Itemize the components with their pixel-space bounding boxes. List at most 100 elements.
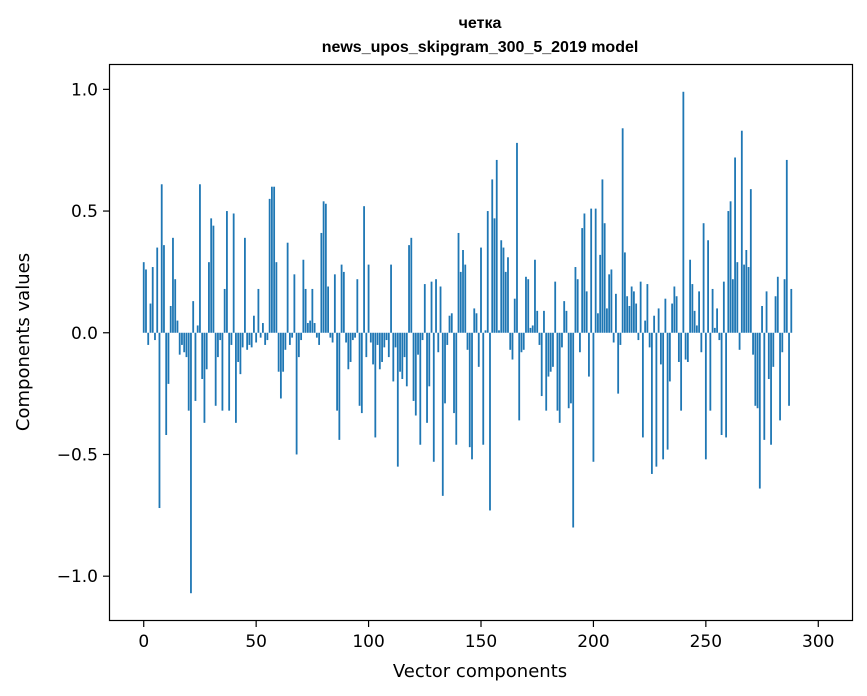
bar bbox=[691, 284, 694, 333]
bar bbox=[682, 91, 685, 333]
bar bbox=[633, 291, 635, 333]
bar bbox=[376, 332, 379, 345]
bar bbox=[405, 332, 408, 387]
bar bbox=[603, 223, 606, 333]
bar bbox=[779, 332, 781, 421]
bar bbox=[448, 315, 451, 333]
bar bbox=[628, 305, 631, 333]
bar bbox=[387, 332, 390, 358]
bar bbox=[410, 237, 413, 333]
bar bbox=[417, 332, 419, 355]
bar bbox=[464, 264, 467, 333]
bar bbox=[302, 259, 305, 333]
bar bbox=[781, 332, 784, 353]
bar bbox=[228, 332, 231, 411]
bar bbox=[367, 264, 370, 333]
bar bbox=[176, 320, 179, 333]
bar bbox=[142, 262, 145, 333]
bar bbox=[507, 257, 509, 333]
bar bbox=[306, 323, 309, 333]
x-tick-label: 50 bbox=[245, 632, 267, 652]
bar bbox=[563, 301, 566, 333]
bar bbox=[621, 128, 624, 333]
bar bbox=[205, 332, 208, 370]
bar bbox=[635, 303, 638, 333]
bar bbox=[226, 211, 228, 333]
bar bbox=[426, 332, 428, 423]
bar bbox=[536, 310, 539, 333]
bar bbox=[304, 288, 307, 333]
bar bbox=[435, 279, 437, 333]
bar bbox=[154, 332, 156, 341]
bar bbox=[192, 301, 195, 333]
bar bbox=[270, 186, 273, 333]
bar bbox=[675, 296, 678, 333]
bar bbox=[293, 274, 296, 333]
bar bbox=[522, 332, 525, 350]
bar bbox=[450, 313, 453, 333]
bar bbox=[772, 332, 775, 367]
bar bbox=[295, 332, 298, 455]
bar bbox=[241, 332, 244, 348]
bar bbox=[145, 269, 147, 333]
bar bbox=[709, 332, 712, 411]
bar bbox=[729, 201, 732, 333]
bar bbox=[655, 332, 658, 467]
bar bbox=[446, 332, 449, 345]
bar bbox=[657, 308, 660, 333]
bar bbox=[266, 332, 269, 341]
bar bbox=[315, 332, 318, 338]
bar bbox=[190, 332, 192, 594]
bar bbox=[275, 262, 278, 333]
bar bbox=[740, 130, 743, 333]
bar bbox=[172, 237, 174, 333]
bar bbox=[659, 332, 662, 365]
bar bbox=[509, 332, 512, 350]
bar bbox=[738, 332, 741, 350]
bar bbox=[408, 245, 410, 333]
bar bbox=[513, 298, 516, 333]
bar bbox=[383, 332, 386, 348]
x-tick-label: 300 bbox=[802, 632, 834, 652]
bar bbox=[441, 332, 444, 496]
bar bbox=[585, 291, 588, 333]
bar bbox=[761, 305, 763, 333]
bar bbox=[549, 332, 552, 372]
bar bbox=[583, 213, 586, 333]
chart-subtitle: news_upos_skipgram_300_5_2019 model bbox=[322, 39, 639, 56]
bar bbox=[232, 213, 235, 333]
bar bbox=[462, 250, 464, 333]
bar bbox=[342, 271, 345, 333]
bar bbox=[477, 332, 480, 367]
y-tick-label: 0.0 bbox=[71, 324, 98, 344]
bar bbox=[169, 305, 172, 333]
bar bbox=[684, 332, 687, 360]
bar bbox=[221, 332, 224, 411]
bar bbox=[237, 332, 240, 362]
bar bbox=[545, 332, 548, 411]
bar bbox=[565, 310, 568, 333]
bar bbox=[455, 332, 458, 445]
bar bbox=[518, 332, 521, 421]
bar bbox=[286, 242, 289, 333]
bar bbox=[626, 296, 629, 333]
bar bbox=[403, 332, 406, 358]
bar bbox=[212, 225, 215, 333]
bar bbox=[644, 320, 647, 333]
bar bbox=[617, 332, 620, 394]
bar bbox=[504, 271, 507, 333]
bar bbox=[722, 281, 725, 333]
bar bbox=[196, 325, 199, 333]
bar bbox=[345, 332, 347, 343]
bar bbox=[491, 179, 494, 333]
bar bbox=[592, 332, 595, 462]
bar bbox=[606, 308, 608, 333]
bar bbox=[574, 267, 577, 333]
bar bbox=[291, 332, 294, 338]
bar bbox=[439, 286, 442, 333]
bar bbox=[743, 264, 745, 333]
bar bbox=[253, 315, 255, 333]
bar bbox=[313, 323, 316, 333]
bar bbox=[273, 186, 276, 333]
